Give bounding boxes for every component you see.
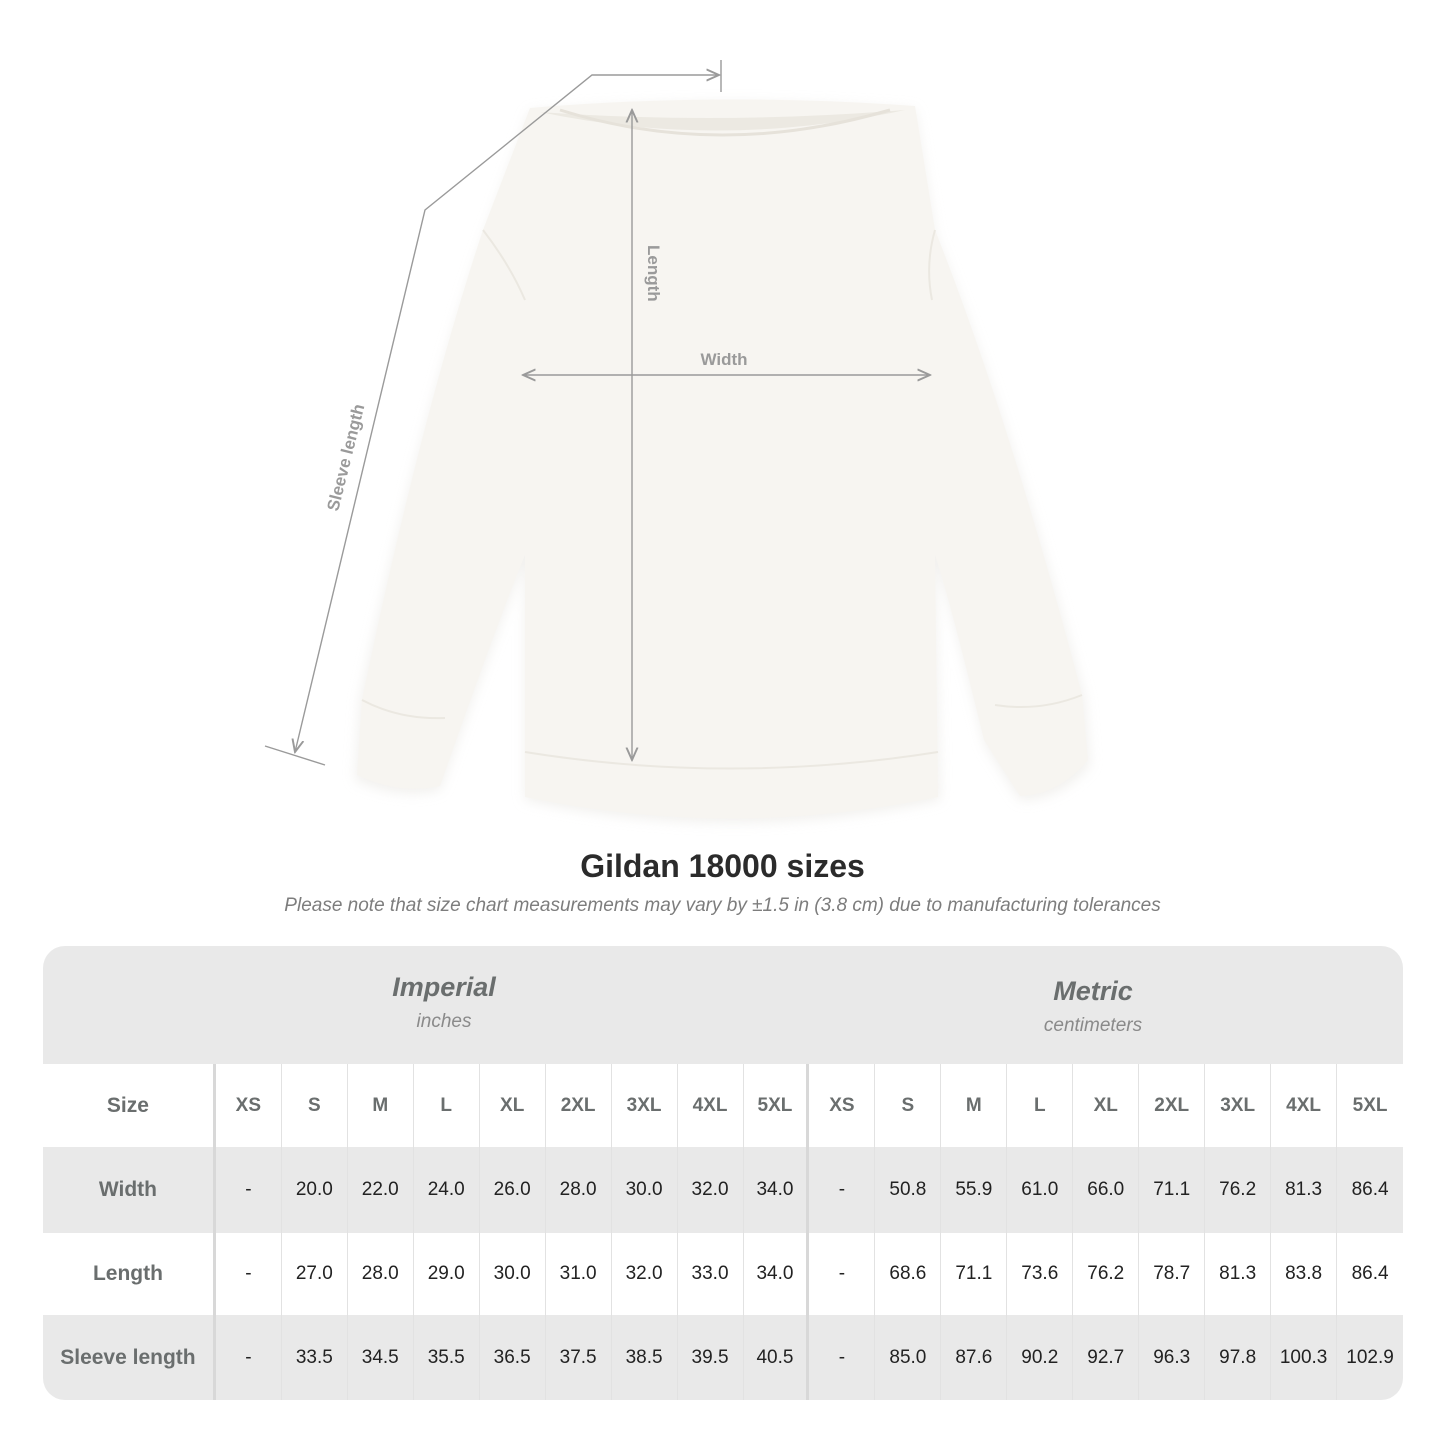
imperial-size-m: M bbox=[348, 1064, 414, 1147]
unit-header-band bbox=[43, 946, 1403, 1064]
imperial-value: - bbox=[216, 1315, 282, 1400]
imperial-size-xs: XS bbox=[216, 1064, 282, 1147]
metric-value: 76.2 bbox=[1073, 1233, 1140, 1315]
metric-value: 97.8 bbox=[1205, 1315, 1272, 1400]
metric-value: 71.1 bbox=[941, 1233, 1008, 1315]
imperial-value: 35.5 bbox=[414, 1315, 480, 1400]
imperial-value: 22.0 bbox=[348, 1147, 414, 1233]
metric-size-xl: XL bbox=[1073, 1064, 1140, 1147]
metric-value: 76.2 bbox=[1205, 1147, 1272, 1233]
imperial-value: 37.5 bbox=[546, 1315, 612, 1400]
metric-value: - bbox=[809, 1233, 876, 1315]
imperial-value: 39.5 bbox=[678, 1315, 744, 1400]
metric-value: 86.4 bbox=[1351, 1263, 1389, 1284]
imperial-value: - bbox=[216, 1233, 282, 1315]
sleeve-length-bottom-tick bbox=[264, 745, 326, 766]
size-label: Size bbox=[43, 1064, 216, 1147]
imperial-value: 34.5 bbox=[348, 1315, 414, 1400]
metric-value: 61.0 bbox=[1007, 1147, 1074, 1233]
metric-size-m: M bbox=[941, 1064, 1008, 1147]
tolerance-note: Please note that size chart measurements… bbox=[284, 895, 1161, 916]
imperial-value: 30.0 bbox=[480, 1233, 546, 1315]
imperial-size-2xl: 2XL bbox=[546, 1064, 612, 1147]
imperial-value: 36.5 bbox=[480, 1315, 546, 1400]
sweatshirt-shape bbox=[355, 99, 1090, 823]
sleeve-length-line bbox=[295, 75, 719, 752]
metric-value: 92.7 bbox=[1073, 1315, 1140, 1400]
imperial-title: Imperial bbox=[392, 972, 496, 1002]
imperial-size-l: L bbox=[414, 1064, 480, 1147]
imperial-value: 27.0 bbox=[282, 1233, 348, 1315]
imperial-size-3xl: 3XL bbox=[612, 1064, 678, 1147]
metric-value: 66.0 bbox=[1073, 1147, 1140, 1233]
metric-value: 87.6 bbox=[941, 1315, 1008, 1400]
imperial-size-s: S bbox=[282, 1064, 348, 1147]
imperial-value: 24.0 bbox=[414, 1147, 480, 1233]
imperial-value: 40.5 bbox=[744, 1315, 810, 1400]
table-row: Width -20.0 22.0 24.0 26.0 28.0 30.0 32.0 34.0-5… bbox=[43, 1147, 1403, 1233]
imperial-size-4xl: 4XL bbox=[678, 1064, 744, 1147]
metric-value: - bbox=[809, 1315, 876, 1400]
metric-value: 90.2 bbox=[1007, 1315, 1074, 1400]
metric-title: Metric bbox=[1053, 976, 1133, 1006]
size-table: Imperial inches Metric centimeters Size X… bbox=[43, 946, 1403, 1400]
metric-value: - bbox=[809, 1147, 876, 1233]
metric-size-xs: XS bbox=[809, 1064, 876, 1147]
metric-value: 102.9 bbox=[1346, 1346, 1394, 1368]
row-label: Width bbox=[43, 1147, 216, 1233]
imperial-value: 33.0 bbox=[678, 1233, 744, 1315]
imperial-unit: inches bbox=[416, 1011, 472, 1032]
metric-size-3xl: 3XL bbox=[1205, 1064, 1272, 1147]
imperial-value: 29.0 bbox=[414, 1233, 480, 1315]
imperial-value: 32.0 bbox=[612, 1233, 678, 1315]
metric-value: 96.3 bbox=[1139, 1315, 1206, 1400]
imperial-value: 30.0 bbox=[612, 1147, 678, 1233]
imperial-header: Imperial inches bbox=[216, 972, 672, 1033]
metric-value: 71.1 bbox=[1139, 1147, 1206, 1233]
imperial-value: 28.0 bbox=[348, 1233, 414, 1315]
row-label: Sleeve length bbox=[43, 1315, 216, 1400]
row-label: Length bbox=[43, 1233, 216, 1315]
size-header-row: Size XS S M L XL 2XL 3XL 4XL 5XL XS S M L XL 2XL 3XL 4XL 5… bbox=[43, 1064, 1403, 1147]
imperial-value: 26.0 bbox=[480, 1147, 546, 1233]
imperial-value: - bbox=[216, 1147, 282, 1233]
sleeve-length-label: Sleeve length bbox=[323, 402, 368, 513]
metric-size-2xl: 2XL bbox=[1139, 1064, 1206, 1147]
chart-title: Gildan 18000 sizes bbox=[580, 848, 865, 884]
width-label: Width bbox=[700, 350, 747, 369]
metric-value: 83.8 bbox=[1271, 1233, 1338, 1315]
imperial-value: 33.5 bbox=[282, 1315, 348, 1400]
table-row: Length -27.0 28.0 29.0 30.0 31.0 32.0 33.0 34.0-… bbox=[43, 1233, 1403, 1315]
metric-size-s: S bbox=[875, 1064, 942, 1147]
metric-value: 73.6 bbox=[1007, 1233, 1074, 1315]
metric-value: 85.0 bbox=[875, 1315, 942, 1400]
metric-header: Metric centimeters bbox=[863, 976, 1323, 1037]
metric-size-l: L bbox=[1007, 1064, 1074, 1147]
metric-value: 86.4 bbox=[1351, 1179, 1389, 1200]
sweatshirt-illustration: Length Width Sleeve length bbox=[264, 60, 1090, 823]
metric-value: 78.7 bbox=[1139, 1233, 1206, 1315]
imperial-value: 34.0 bbox=[744, 1147, 810, 1233]
metric-size-5xl: 5XL bbox=[1352, 1094, 1388, 1116]
imperial-size-5xl: 5XL bbox=[744, 1064, 810, 1147]
metric-value: 68.6 bbox=[875, 1233, 942, 1315]
imperial-value: 34.0 bbox=[744, 1233, 810, 1315]
metric-size-4xl: 4XL bbox=[1271, 1064, 1338, 1147]
imperial-value: 38.5 bbox=[612, 1315, 678, 1400]
imperial-size-xl: XL bbox=[480, 1064, 546, 1147]
metric-value: 100.3 bbox=[1271, 1315, 1338, 1400]
metric-value: 81.3 bbox=[1271, 1147, 1338, 1233]
imperial-value: 20.0 bbox=[282, 1147, 348, 1233]
measurement-lines bbox=[264, 60, 930, 766]
length-label: Length bbox=[644, 245, 663, 302]
metric-value: 81.3 bbox=[1205, 1233, 1272, 1315]
metric-unit: centimeters bbox=[1043, 1015, 1143, 1036]
metric-value: 50.8 bbox=[875, 1147, 942, 1233]
imperial-value: 31.0 bbox=[546, 1233, 612, 1315]
imperial-value: 32.0 bbox=[678, 1147, 744, 1233]
table-row: Sleeve length -33.5 34.5 35.5 36.5 37.5 38.5 39… bbox=[43, 1315, 1403, 1400]
metric-value: 55.9 bbox=[941, 1147, 1008, 1233]
imperial-value: 28.0 bbox=[546, 1147, 612, 1233]
